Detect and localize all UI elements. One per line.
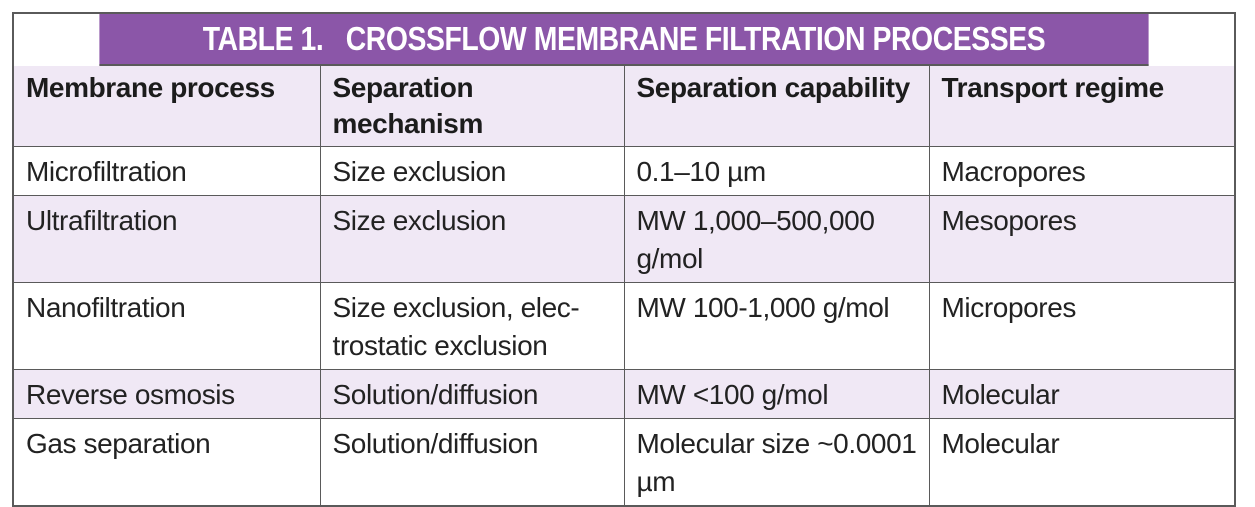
table-cell: Mesopores (928, 195, 1234, 283)
table-cell: MW 1,000–500,000 g/mol (623, 195, 930, 283)
table-cell: 0.1–10 µm (623, 146, 930, 196)
cell-text: Molecular (941, 379, 1060, 410)
cell-text: Size exclusion, elec-trostatic exclusion (332, 292, 580, 361)
cell-text: Molecular size ~0.0001 µm (636, 428, 917, 497)
column-header-separation-mechanism: Separation mechanism (319, 66, 625, 147)
data-table: TABLE 1. CROSSFLOW MEMBRANE FILTRATION P… (12, 12, 1236, 507)
cell-text: MW <100 g/mol (636, 379, 829, 410)
table-cell: Size exclusion (319, 195, 625, 283)
cell-text: Mesopores (941, 205, 1077, 236)
cell-text: Solution/diffusion (332, 379, 539, 410)
column-header-label: Separation mechanism (332, 72, 484, 139)
header-row: Membrane process Separation mechanism Se… (14, 66, 1234, 147)
table-row: Ultrafiltration Size exclusion MW 1,000–… (14, 195, 1234, 283)
table-title: TABLE 1. CROSSFLOW MEMBRANE FILTRATION P… (202, 20, 1046, 57)
table-cell: Gas separation (14, 418, 321, 505)
cell-text: Macropores (941, 156, 1086, 187)
table-cell: MW <100 g/mol (623, 369, 930, 419)
cell-text: Nanofiltration (26, 292, 186, 323)
cell-text: Ultrafiltration (26, 205, 178, 236)
cell-text: Size exclusion (332, 156, 507, 187)
cell-text: Size exclusion (332, 205, 507, 236)
table-row: Microfiltration Size exclusion 0.1–10 µm… (14, 146, 1234, 196)
cell-text: Micropores (941, 292, 1077, 323)
table-cell: Ultrafiltration (14, 195, 321, 283)
column-header-label: Separation capability (636, 72, 911, 103)
table-cell: Size exclusion, elec-trostatic exclusion (319, 282, 625, 370)
cell-text: 0.1–10 µm (636, 156, 767, 187)
table-title-bar: TABLE 1. CROSSFLOW MEMBRANE FILTRATION P… (99, 14, 1149, 66)
table-row: Reverse osmosis Solution/diffusion MW <1… (14, 369, 1234, 419)
table-cell: Solution/diffusion (319, 418, 625, 505)
table-cell: MW 100-1,000 g/mol (623, 282, 930, 370)
table-cell: Size exclusion (319, 146, 625, 196)
column-header-membrane-process: Membrane process (14, 66, 321, 147)
table-cell: Nanofiltration (14, 282, 321, 370)
processes-table: Membrane process Separation mechanism Se… (14, 66, 1234, 505)
column-header-separation-capability: Separation capability (623, 66, 930, 147)
table-row: Gas separation Solution/diffusion Molecu… (14, 418, 1234, 505)
table-cell: Molecular (928, 418, 1234, 505)
column-header-transport-regime: Transport regime (928, 66, 1234, 147)
table-cell: Reverse osmosis (14, 369, 321, 419)
cell-text: MW 1,000–500,000 g/mol (636, 205, 875, 274)
table-row: Nanofiltration Size exclusion, elec-tros… (14, 282, 1234, 370)
table-cell: Solution/diffusion (319, 369, 625, 419)
column-header-label: Transport regime (941, 72, 1165, 103)
table-cell: Molecular size ~0.0001 µm (623, 418, 930, 505)
cell-text: Reverse osmosis (26, 379, 235, 410)
table-cell: Micropores (928, 282, 1234, 370)
table-cell: Macropores (928, 146, 1234, 196)
table-cell: Microfiltration (14, 146, 321, 196)
table-cell: Molecular (928, 369, 1234, 419)
cell-text: Microfiltration (26, 156, 187, 187)
cell-text: Solution/diffusion (332, 428, 539, 459)
cell-text: Gas separation (26, 428, 211, 459)
column-header-label: Membrane process (26, 72, 275, 103)
cell-text: MW 100-1,000 g/mol (636, 292, 890, 323)
cell-text: Molecular (941, 428, 1060, 459)
